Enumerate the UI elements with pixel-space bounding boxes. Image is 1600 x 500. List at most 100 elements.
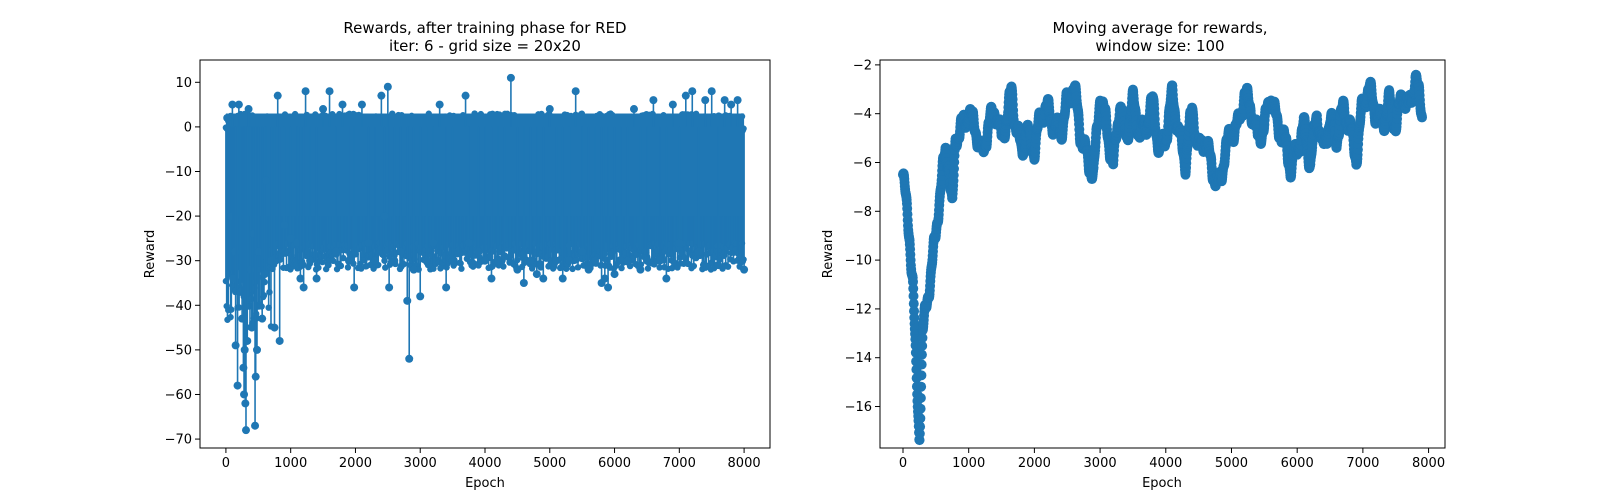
stem-marker — [636, 265, 645, 274]
moving-average-point — [916, 359, 927, 370]
stem-marker — [357, 100, 366, 109]
stem-marker — [246, 265, 255, 274]
stem-marker — [293, 238, 302, 247]
stem-marker — [681, 91, 690, 100]
stem-marker — [690, 262, 698, 270]
stem-marker — [474, 247, 483, 256]
stem-marker — [247, 323, 256, 332]
stem-marker — [275, 336, 284, 345]
y-tick-label: −50 — [165, 343, 192, 358]
stem-marker — [707, 87, 716, 96]
stem-marker — [319, 105, 328, 114]
moving-average-point — [908, 290, 919, 301]
stem-marker — [325, 87, 334, 96]
stem-marker — [241, 426, 250, 435]
stem-marker — [258, 314, 267, 323]
stem-marker — [714, 261, 723, 270]
stem-marker — [253, 345, 261, 354]
stem-marker — [694, 247, 703, 256]
stem-marker — [396, 247, 405, 256]
y-axis-ticks: −2 −4 −6 −8 −10 −12 −14 −16 — [845, 58, 880, 415]
stem-marker — [662, 274, 671, 283]
stem-marker — [668, 100, 677, 109]
stem-marker — [610, 270, 619, 279]
stem-marker — [370, 256, 379, 265]
chart-title: Rewards, after training phase for RED — [343, 19, 626, 37]
chart-title: Moving average for rewards, — [1052, 19, 1267, 37]
stem-marker — [733, 96, 742, 105]
moving-average-point — [908, 283, 919, 294]
stem-marker — [405, 354, 414, 363]
stem-marker — [227, 313, 234, 321]
stem-marker — [545, 105, 554, 114]
stem-marker — [244, 105, 253, 114]
plot-area — [897, 69, 1428, 446]
stem-marker — [487, 274, 496, 283]
y-tick-label: −10 — [165, 165, 192, 180]
stem-marker — [383, 82, 392, 91]
stem-marker — [319, 258, 326, 266]
stem-marker — [301, 87, 310, 96]
y-tick-label: −60 — [165, 388, 192, 403]
stem-marker — [243, 336, 252, 345]
stem-marker — [261, 278, 268, 286]
stem-marker — [574, 264, 582, 271]
moving-average-point — [908, 298, 919, 309]
stem-marker — [422, 256, 431, 265]
stem-marker — [233, 381, 242, 390]
stem-marker — [260, 270, 269, 279]
x-tick-label: 5000 — [1215, 456, 1248, 471]
y-tick-label: −12 — [845, 302, 872, 317]
chart-subtitle: iter: 6 - grid size = 20x20 — [389, 37, 581, 55]
x-tick-label: 3000 — [404, 456, 437, 471]
y-tick-label: −4 — [853, 107, 872, 122]
x-axis-ticks: 0 1000 2000 3000 4000 5000 6000 7000 8000 — [899, 448, 1445, 471]
rewards-stem-chart: Rewards, after training phase for RED it… — [143, 19, 771, 491]
chart-subtitle: window size: 100 — [1095, 37, 1224, 55]
x-tick-label: 1000 — [274, 456, 307, 471]
stem-marker — [329, 257, 337, 265]
stem-marker — [604, 283, 613, 292]
stem-marker — [506, 73, 515, 82]
y-axis-ticks: 10 0 −10 −20 −30 −40 −50 −60 −70 — [165, 76, 200, 448]
stem-marker — [280, 221, 289, 230]
stem-marker — [458, 265, 465, 272]
stem-marker — [526, 256, 535, 265]
stem-marker — [240, 390, 249, 399]
stem-marker — [584, 265, 593, 274]
stem-marker — [649, 96, 658, 105]
stem-marker — [340, 254, 347, 262]
y-tick-label: 0 — [184, 120, 192, 135]
x-tick-label: 4000 — [468, 456, 501, 471]
stem-marker — [591, 256, 600, 265]
stem-marker — [380, 212, 389, 221]
stem-marker — [430, 265, 437, 272]
stem-marker — [409, 265, 418, 274]
stem-marker — [442, 283, 451, 292]
stem-marker — [273, 91, 282, 100]
stem-marker — [655, 256, 664, 265]
stem-marker — [464, 238, 473, 247]
stem-marker — [565, 256, 574, 265]
plot-area — [222, 73, 749, 435]
stem-marker — [571, 87, 580, 96]
stem-marker — [400, 260, 408, 268]
y-tick-label: −16 — [845, 400, 872, 415]
stem-marker — [461, 91, 470, 100]
moving-average-point — [915, 413, 926, 424]
moving-average-point — [1417, 112, 1428, 123]
stem-marker — [377, 91, 386, 100]
x-tick-label: 0 — [899, 456, 907, 471]
stem-marker — [270, 323, 279, 332]
x-tick-label: 7000 — [1346, 456, 1379, 471]
stem-marker — [500, 263, 507, 270]
moving-average-point — [916, 370, 927, 381]
x-tick-label: 2000 — [339, 456, 372, 471]
stem-marker — [223, 113, 232, 122]
stem-marker — [416, 292, 425, 301]
stem-marker — [364, 238, 373, 247]
stem-marker — [299, 283, 308, 292]
stem-marker — [286, 234, 295, 243]
y-tick-label: 10 — [175, 76, 192, 91]
